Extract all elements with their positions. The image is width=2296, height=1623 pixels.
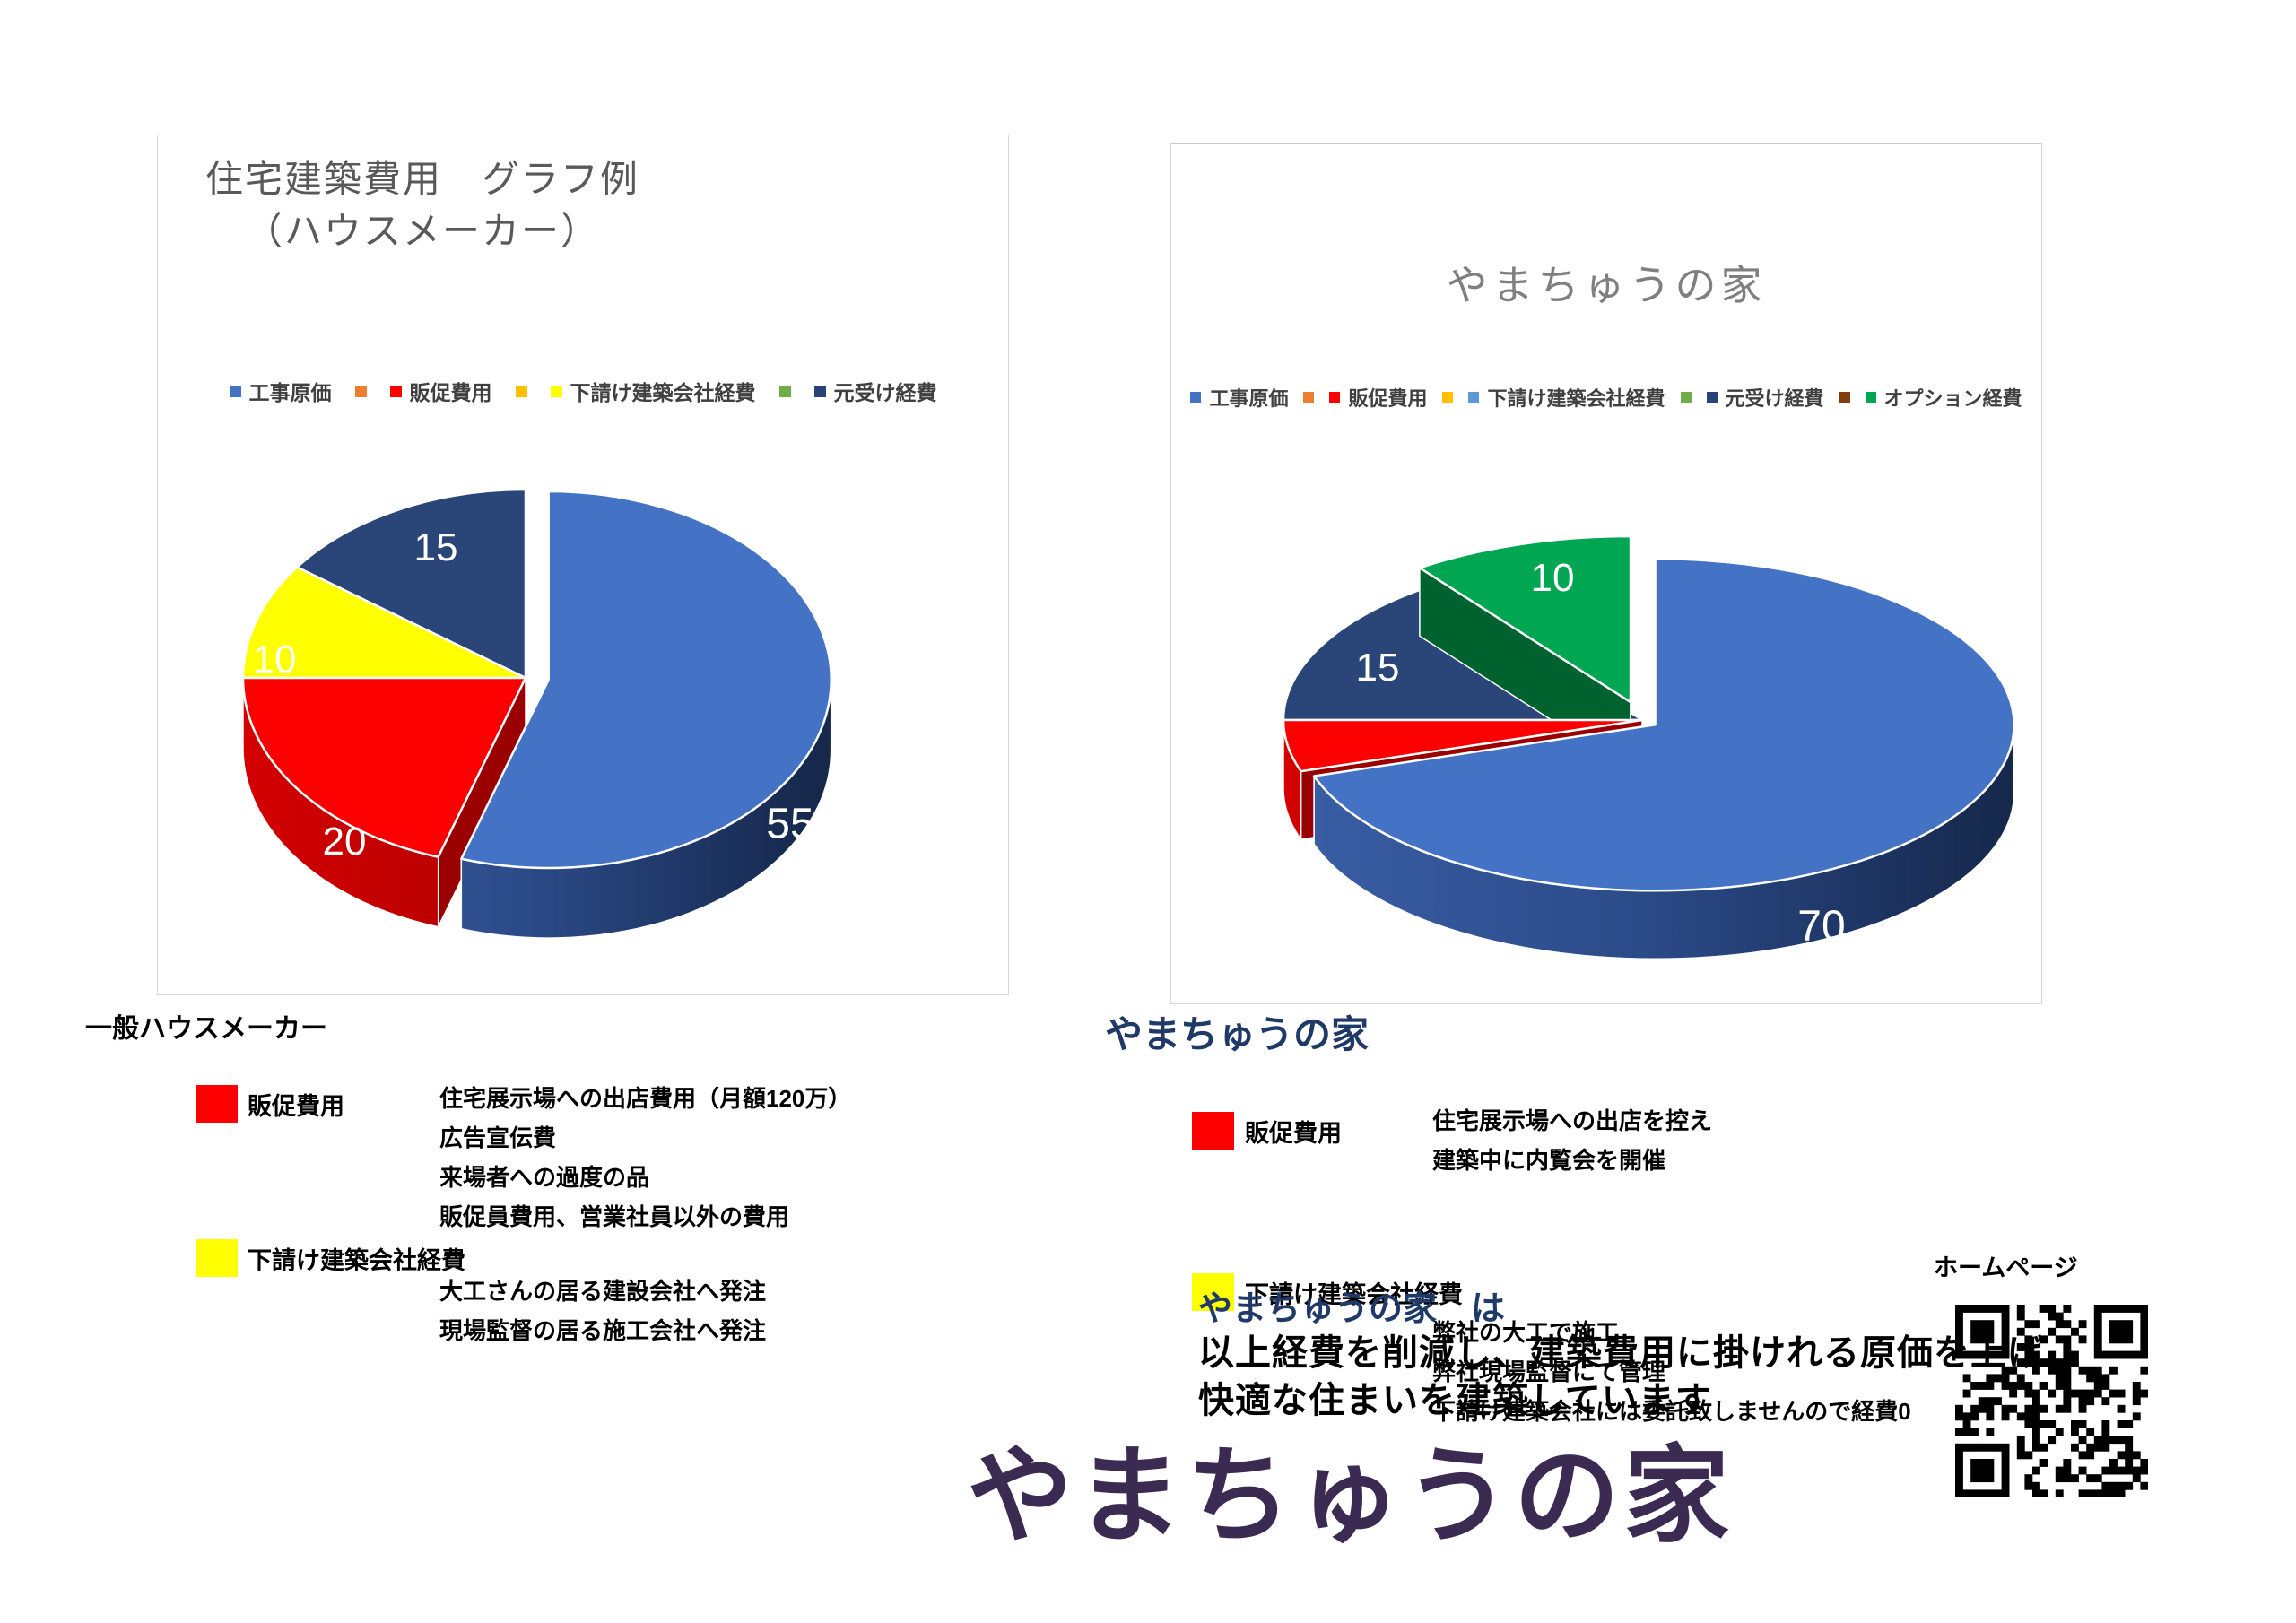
- note-desc-line: 弊社の大工で施工: [1432, 1319, 1620, 1346]
- legend-item-販促費用: 販促費用: [389, 376, 492, 406]
- summary-lead: やまちゅうの家 は: [1198, 1290, 1506, 1328]
- qr-code: [1955, 1305, 2149, 1502]
- legend-color-marker: [1865, 392, 1876, 403]
- pie-slice-face: [295, 488, 527, 680]
- homepage-label: ホームページ: [1934, 1254, 2078, 1281]
- legend-color-marker: [813, 385, 826, 397]
- legend-marker-blank: [778, 385, 791, 397]
- chart-legend-housemaker: 工事原価 販促費用 下請け建築会社経費 元受け経費: [158, 376, 1008, 406]
- legend-item-オプション経費: オプション経費: [1865, 383, 2022, 412]
- legend-label: 販促費用: [1348, 387, 1428, 410]
- legend-marker-blank: [515, 385, 527, 397]
- chart-title-line1: 住宅建築費用 グラフ例: [204, 158, 639, 200]
- legend-label: 工事原価: [1209, 387, 1289, 410]
- legend-item-元受け経費: 元受け経費: [1706, 383, 1824, 412]
- pie-slice-face: [460, 490, 832, 870]
- note-desc: 住宅展示場への出店費用（月額120万） 広告宣伝費来場者への過度の品販促員費用、営…: [439, 1079, 851, 1237]
- pie-3d-svg: [241, 488, 832, 939]
- legend-color-marker: [1468, 392, 1480, 403]
- chart-legend-yamachuu: 工事原価 販促費用 下請け建築会社経費 元受け経費 オプション経費: [1171, 383, 2041, 412]
- legend-marker-blank: [1680, 392, 1692, 403]
- legend-item-工事原価: 工事原価: [1190, 383, 1288, 412]
- pie-data-label: 55: [766, 800, 814, 848]
- legend-label: 下請け建築会社経費: [1487, 387, 1665, 410]
- note-label: 下請け建築会社経費: [1245, 1281, 1463, 1308]
- note-desc: 大工さんの居る建設会社へ発注 現場監督の居る施工会社へ発注: [439, 1271, 766, 1350]
- qr-code-image: [1955, 1305, 2149, 1498]
- note-label: 販促費用: [1245, 1120, 1342, 1147]
- legend-marker-blank: [1303, 392, 1315, 403]
- chart-title-line2: （ハウスメーカー）: [244, 210, 600, 252]
- footer-brand-title: やまちゅうの家: [966, 1438, 1733, 1556]
- chart-panel-housemaker: 住宅建築費用 グラフ例 （ハウスメーカー） 工事原価 販促費用 下請け建築会社経費 元…: [157, 135, 1009, 995]
- legend-marker-blank: [1442, 392, 1454, 403]
- note-swatch-販促費用: [196, 1085, 238, 1123]
- legend-color-marker: [1442, 392, 1454, 403]
- pie-data-label: 15: [413, 525, 458, 569]
- note-desc-line: 現場監督の居る施工会社へ発注: [439, 1317, 767, 1344]
- pie-data-label: 10: [252, 638, 297, 681]
- legend-item-元受け経費: 元受け経費: [813, 376, 937, 406]
- pie-slice-face: [241, 566, 527, 680]
- legend-item-販促費用: 販促費用: [1329, 383, 1427, 412]
- summary-line1: 以上経費を削減し、建築費用に掛けれる原価を上げ: [1198, 1333, 2044, 1373]
- legend-label: オプション経費: [1883, 387, 2022, 410]
- legend-color-marker: [1839, 392, 1850, 403]
- pie-slice-face: [241, 676, 527, 858]
- pie-slice-face: [1312, 558, 2015, 892]
- note-label: 販促費用: [248, 1093, 344, 1120]
- pie-data-label: 15: [1355, 646, 1400, 690]
- legend-label: 元受け経費: [1725, 387, 1824, 410]
- legend-marker-blank: [1839, 392, 1850, 403]
- legend-color-marker: [389, 385, 402, 397]
- legend-label: 元受け経費: [833, 381, 937, 404]
- summary-block: やまちゅうの家 は 以上経費を削減し、建築費用に掛けれる原価を上げ 快適な住まい…: [1198, 1280, 2044, 1425]
- pie-data-label: 20: [322, 820, 367, 864]
- legend-color-marker: [778, 385, 791, 397]
- note-desc: 弊社の大工で施工弊社現場監督にて管理下請け建築会社には委託致しませんので経費0: [1432, 1313, 1911, 1431]
- pie-slice-face: [1282, 718, 1644, 773]
- note-desc-line: 住宅展示場への出店を控え: [1432, 1107, 1713, 1134]
- pie-3d-svg: [1282, 534, 2015, 960]
- notes-header-yamachuu: やまちゅうの家: [1105, 1015, 1370, 1056]
- chart-panel-yamachuu: やまちゅうの家 工事原価 販促費用 下請け建築会社経費 元受け経費 オプション経費 70…: [1170, 143, 2042, 1004]
- legend-color-marker: [1303, 392, 1315, 403]
- legend-item-下請け建築会社経費: 下請け建築会社経費: [1468, 383, 1665, 412]
- legend-label: 下請け建築会社経費: [570, 381, 756, 404]
- legend-item-下請け建築会社経費: 下請け建築会社経費: [550, 376, 756, 406]
- pie-data-label: 70: [1797, 902, 1846, 950]
- legend-color-marker: [1329, 392, 1341, 403]
- legend-label: 工事原価: [248, 381, 332, 404]
- note-desc-line: 広告宣伝費: [439, 1124, 557, 1151]
- note-desc-line: 下請け建築会社には委託致しませんので経費0: [1432, 1398, 1911, 1425]
- pie-data-label: 10: [1530, 556, 1575, 600]
- note-desc: 住宅展示場への出店を控え 建築中に内覧会を開催: [1432, 1101, 1712, 1180]
- legend-color-marker: [515, 385, 527, 397]
- notes-header-general-housemaker: 一般ハウスメーカー: [85, 1014, 327, 1044]
- note-desc-line: 住宅展示場への出店費用（月額120万）: [439, 1085, 852, 1112]
- legend-color-marker: [1680, 392, 1692, 403]
- legend-marker-blank: [354, 385, 367, 397]
- note-label: 下請け建築会社経費: [248, 1247, 465, 1274]
- note-desc-line: 建築中に内覧会を開催: [1432, 1147, 1666, 1174]
- legend-label: 販促費用: [409, 381, 492, 404]
- note-swatch-下請け建築会社経費: [196, 1239, 238, 1277]
- pie-slice-face: [1418, 534, 1632, 704]
- legend-color-marker: [229, 385, 241, 397]
- legend-color-marker: [1706, 392, 1718, 403]
- chart-title-housemaker: 住宅建築費用 グラフ例 （ハウスメーカー）: [158, 153, 687, 257]
- summary-line2: 快適な住まいを建築しています: [1198, 1381, 1712, 1420]
- note-desc-line: 弊社現場監督にて管理: [1432, 1358, 1666, 1385]
- legend-color-marker: [354, 385, 367, 397]
- chart-title-yamachuu: やまちゅうの家: [1446, 262, 1767, 308]
- legend-color-marker: [1190, 392, 1202, 403]
- note-swatch-下請け建築会社経費: [1192, 1273, 1234, 1311]
- note-desc-line: 販促員費用、営業社員以外の費用: [439, 1203, 790, 1230]
- note-desc-line: 来場者への過度の品: [439, 1164, 650, 1191]
- note-swatch-販促費用: [1192, 1112, 1234, 1150]
- note-desc-line: 大工さんの居る建設会社へ発注: [439, 1278, 767, 1305]
- legend-color-marker: [550, 385, 562, 397]
- legend-item-工事原価: 工事原価: [229, 376, 332, 406]
